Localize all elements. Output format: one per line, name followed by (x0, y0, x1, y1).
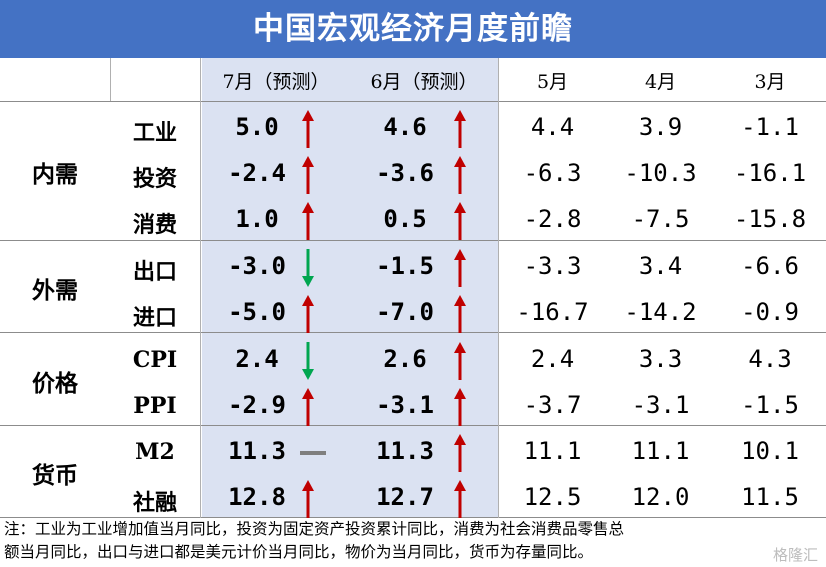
value-cell: 0.5 (383, 205, 427, 233)
divider-money (0, 517, 826, 518)
value-cell: -1.1 (741, 113, 799, 141)
value-cell: 5.0 (235, 113, 279, 141)
row-label: 消费 (132, 212, 177, 238)
value-cell: -14.2 (624, 298, 697, 326)
vline-header-1 (110, 58, 111, 101)
value-cell: -5.0 (228, 298, 286, 326)
value-cell: 12.5 (523, 483, 582, 511)
value-cell: -1.5 (741, 391, 799, 419)
value-cell: -3.7 (523, 391, 582, 419)
col-header-mar: 3月 (754, 71, 786, 93)
divider-domestic (0, 240, 826, 241)
footnote-line-1: 注：工业为工业增加值当月同比，投资为固定资产投资累计同比，消费为社会消费品零售总 (4, 520, 625, 538)
arrow-up-icon (450, 341, 470, 385)
arrow-up-icon (298, 109, 318, 153)
group-external-demand: 外需 (32, 278, 78, 304)
value-cell: 11.3 (376, 437, 434, 465)
arrow-down-icon (298, 341, 318, 385)
value-cell: 3.4 (638, 252, 683, 280)
value-cell: 11.1 (523, 437, 582, 465)
value-cell: -10.3 (624, 159, 697, 187)
arrow-up-icon (298, 155, 318, 199)
value-cell: 12.0 (631, 483, 690, 511)
value-cell: -3.3 (523, 252, 582, 280)
value-cell: -3.0 (228, 252, 286, 280)
col-header-may: 5月 (536, 71, 569, 93)
page-title: 中国宏观经济月度前瞻 (253, 11, 573, 47)
vline-label (200, 58, 201, 518)
arrow-up-icon (298, 294, 318, 338)
arrow-up-icon (450, 109, 470, 153)
value-cell: -3.6 (376, 159, 434, 187)
divider-header (0, 101, 826, 102)
row-label: PPI (133, 393, 177, 419)
row-label: 社融 (132, 490, 177, 516)
value-cell: 10.1 (741, 437, 799, 465)
arrow-up-icon (450, 155, 470, 199)
value-cell: 4.3 (748, 345, 792, 373)
row-label: 进口 (132, 305, 177, 331)
col-header-jul-forecast: 7月（预测） (222, 71, 330, 93)
arrow-up-icon (450, 201, 470, 245)
value-cell: -6.6 (741, 252, 799, 280)
value-cell: 2.4 (235, 345, 279, 373)
value-cell: 11.5 (741, 483, 799, 511)
value-cell: 11.3 (228, 437, 286, 465)
value-cell: 3.9 (638, 113, 683, 141)
flat-dash-icon (298, 433, 328, 477)
value-cell: 12.7 (376, 483, 434, 511)
row-label: 出口 (132, 259, 177, 285)
col-header-apr: 4月 (644, 71, 677, 93)
row-label: 投资 (132, 166, 177, 192)
arrow-up-icon (298, 479, 318, 523)
row-label: 工业 (132, 120, 177, 146)
arrow-up-icon (450, 387, 470, 431)
value-cell: -6.3 (523, 159, 582, 187)
arrow-up-icon (450, 479, 470, 523)
value-cell: 4.6 (383, 113, 427, 141)
arrow-up-icon (450, 294, 470, 338)
col-header-jun-forecast: 6月（预测） (370, 71, 478, 93)
value-cell: 12.8 (228, 483, 286, 511)
value-cell: 2.6 (383, 345, 427, 373)
footnote-line-2: 额当月同比，出口与进口都是美元计价当月同比，物价为当月同比，货币为存量同比。 (4, 543, 594, 561)
watermark: 格隆汇 (772, 546, 818, 564)
value-cell: 4.4 (530, 113, 575, 141)
forecast-highlight (202, 58, 498, 518)
value-cell: -16.7 (516, 298, 589, 326)
value-cell: 11.1 (631, 437, 690, 465)
row-label: M2 (135, 439, 175, 465)
arrow-down-icon (298, 248, 318, 292)
footnote: 注：工业为工业增加值当月同比，投资为固定资产投资累计同比，消费为社会消费品零售总… (4, 518, 824, 564)
value-cell: -7.5 (631, 205, 690, 233)
value-cell: -1.5 (376, 252, 434, 280)
value-cell: 2.4 (530, 345, 575, 373)
group-prices: 价格 (32, 371, 78, 397)
value-cell: -15.8 (733, 205, 807, 233)
title-bar (0, 0, 826, 58)
value-cell: -3.1 (376, 391, 434, 419)
divider-external (0, 332, 826, 333)
value-cell: -16.1 (733, 159, 807, 187)
value-cell: -2.8 (523, 205, 582, 233)
value-cell: -0.9 (741, 298, 799, 326)
vline-forecast (498, 58, 499, 518)
value-cell: -2.4 (228, 159, 286, 187)
value-cell: 3.3 (638, 345, 683, 373)
row-label: CPI (132, 347, 178, 373)
divider-prices (0, 425, 826, 426)
arrow-up-icon (298, 201, 318, 245)
arrow-up-icon (298, 387, 318, 431)
value-cell: -2.9 (228, 391, 286, 419)
group-money: 货币 (32, 463, 78, 489)
arrow-up-icon (450, 433, 470, 477)
group-domestic-demand: 内需 (32, 162, 78, 188)
value-cell: 1.0 (235, 205, 279, 233)
arrow-up-icon (450, 248, 470, 292)
value-cell: -3.1 (631, 391, 690, 419)
value-cell: -7.0 (376, 298, 434, 326)
